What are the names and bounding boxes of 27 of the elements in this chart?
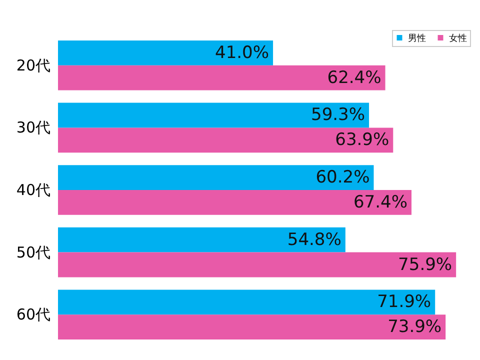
bar xyxy=(58,165,374,190)
y-tick-label: 50代 xyxy=(16,243,50,262)
data-label: 59.3% xyxy=(311,105,366,126)
bar xyxy=(58,227,346,252)
bar xyxy=(58,102,370,128)
data-label: 73.9% xyxy=(388,317,442,338)
data-label: 41.0% xyxy=(215,42,270,63)
bar xyxy=(58,40,274,66)
data-label: 62.4% xyxy=(327,68,382,88)
bar xyxy=(58,65,386,90)
y-tick-label: 20代 xyxy=(16,56,50,74)
legend-label: 女性 xyxy=(449,32,467,44)
y-tick-label: 30代 xyxy=(16,118,50,137)
data-label: 67.4% xyxy=(353,192,408,212)
bar xyxy=(58,190,412,215)
y-tick-label: 60代 xyxy=(16,306,50,324)
data-label: 63.9% xyxy=(335,130,390,150)
data-label: 75.9% xyxy=(398,254,452,275)
legend-label: 男性 xyxy=(408,32,426,44)
bar xyxy=(58,252,456,278)
bar xyxy=(58,314,446,340)
data-label: 54.8% xyxy=(287,230,342,250)
y-tick-label: 40代 xyxy=(16,181,50,199)
data-label: 60.2% xyxy=(316,168,370,188)
bar xyxy=(58,290,436,315)
bar xyxy=(58,128,394,153)
data-label: 71.9% xyxy=(377,292,432,312)
